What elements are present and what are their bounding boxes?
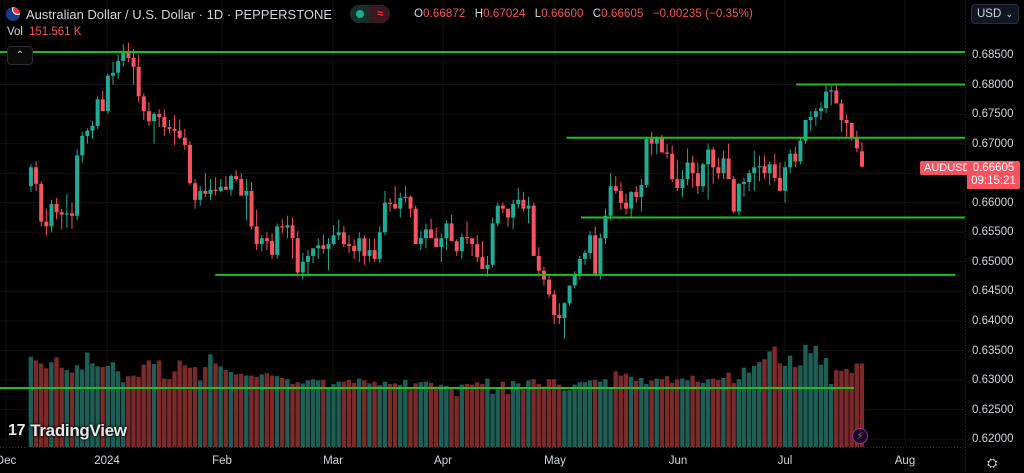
scale-settings-button[interactable]: ⛭ [987, 455, 997, 471]
tradingview-mark-icon: 17 [8, 422, 26, 439]
delayed-wave-icon: ≈ [370, 5, 391, 23]
price-label: 0.68500 [972, 49, 1014, 61]
currency-value: USD [977, 8, 1002, 20]
price-label: 0.66000 [972, 196, 1014, 209]
market-status-pill[interactable]: ≈ [350, 5, 391, 23]
low-value: 0.66600 [541, 8, 584, 20]
time-label: Aug [894, 455, 916, 467]
price-label: 0.64000 [972, 314, 1014, 327]
time-label: Feb [212, 455, 232, 467]
price-label: 0.68000 [972, 78, 1014, 91]
symbol-legend: Australian Dollar / U.S. Dollar · 1D · P… [6, 5, 753, 23]
volume-legend: Vol 151.561 K [7, 26, 81, 38]
time-label: Mar [323, 455, 343, 467]
ohlc-values: O0.66872 H0.67024 L0.66600 C0.66605 −0.0… [414, 8, 753, 20]
change-value: −0.00235 (−0.35%) [652, 8, 753, 20]
open-key: O [414, 8, 424, 20]
close-key: C [592, 8, 602, 20]
chevron-down-icon: ⌄ [1005, 8, 1013, 19]
lightning-bolt-icon[interactable]: ⚡︎ [852, 428, 868, 444]
price-label: 0.62000 [972, 433, 1014, 446]
currency-select[interactable]: USD ⌄ [971, 4, 1019, 24]
symbol-title[interactable]: Australian Dollar / U.S. Dollar · 1D · P… [26, 6, 333, 22]
last-price-label: 0.66605 09:15:21 [967, 161, 1020, 189]
low-key: L [534, 8, 542, 20]
gear-icon: ⛭ [987, 455, 998, 470]
close-value: 0.66605 [601, 8, 644, 20]
tradingview-wordmark: TradingView [30, 421, 127, 440]
high-key: H [474, 8, 484, 20]
time-label: Jun [668, 455, 688, 467]
price-label: 0.65500 [972, 226, 1014, 239]
high-value: 0.67024 [483, 8, 526, 20]
price-label: 0.63000 [972, 374, 1014, 387]
price-label: 0.62500 [972, 403, 1014, 416]
time-label: Dec [0, 455, 17, 467]
price-label: 0.64500 [972, 285, 1014, 298]
price-label: 0.67000 [972, 137, 1014, 150]
time-label: May [544, 455, 566, 467]
time-label: 2024 [94, 455, 120, 467]
time-label: Jul [777, 455, 793, 467]
time-label: Apr [434, 455, 452, 467]
volume-label: Vol [7, 26, 23, 38]
price-label: 0.63500 [972, 344, 1014, 357]
volume-value: 151.561 K [29, 26, 82, 38]
bar-countdown: 09:15:21 [971, 175, 1016, 187]
symbol-price-tag: AUDUSD [920, 161, 975, 175]
aud-usd-flag-icon [6, 7, 20, 21]
last-price-value: 0.66605 [972, 162, 1015, 174]
open-value: 0.66872 [423, 8, 466, 20]
tradingview-logo[interactable]: 17 TradingView [8, 421, 127, 441]
price-label: 0.65000 [972, 255, 1014, 268]
chevron-up-icon: ⌃ [15, 50, 25, 61]
market-open-dot-icon [356, 10, 365, 18]
collapse-legend-button[interactable]: ⌃ [7, 46, 33, 65]
price-label: 0.67500 [972, 108, 1014, 121]
